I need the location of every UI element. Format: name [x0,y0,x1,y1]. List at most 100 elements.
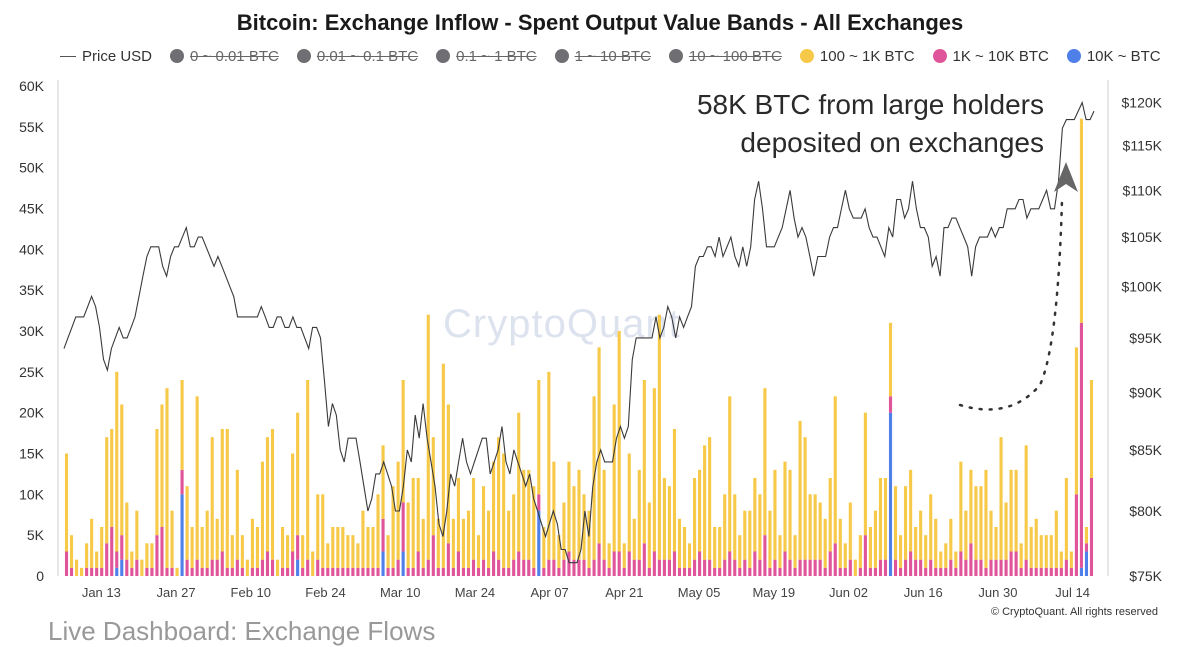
bar-1k-10k [421,567,425,576]
legend-item-5[interactable]: 10 ~ 100 BTC [668,48,782,65]
bar-1k-10k [919,559,923,576]
bar-1k-10k [1069,567,1073,576]
y-left-tick-label: 30K [19,323,45,339]
bar-100-1k [909,469,913,552]
bar-100-1k [888,322,893,397]
bar-1k-10k [416,551,420,576]
y-left-tick-label: 35K [19,282,45,298]
bar-1k-10k [356,567,360,576]
bar-100-1k [120,404,124,536]
bar-10k-plus [180,494,184,576]
bar-1k-10k [306,559,310,576]
bar-1k-10k [627,551,631,576]
bar-100-1k [1064,478,1068,560]
bar-1k-10k [768,567,772,576]
bar-1k-10k [969,543,973,576]
annotation-text: 58K BTC from large holders deposited on … [697,86,1044,162]
y-right-tick-label: $120K [1122,95,1163,111]
bar-1k-10k [939,567,943,576]
bar-1k-10k [858,567,862,576]
bar-100-1k [1089,380,1094,478]
bar-1k-10k [1019,567,1023,576]
y-axis-left: 0 5K 10K 15K 20K 25K 30K 35K 40K 45K 50K 55K 60K [19,78,59,584]
legend-item-8[interactable]: 10K ~ BTC [1066,48,1161,65]
bar-1k-10k [100,567,104,576]
bar-100-1k [165,388,169,568]
bar-100-1k [441,363,445,568]
legend-item-3[interactable]: 0.1 ~ 1 BTC [436,48,537,65]
y-left-tick-label: 25K [19,364,45,380]
bar-1k-10k [949,559,953,576]
bar-100-1k [858,535,862,568]
bar-1k-10k [808,559,812,576]
bar-1k-10k [265,551,270,576]
bar-1k-10k [331,567,335,576]
bar-100-1k [341,527,345,568]
bar-100-1k [934,518,938,568]
legend-item-0[interactable]: Price USD [60,48,152,65]
bar-100-1k [537,380,541,495]
bar-1k-10k [316,559,320,576]
bar-100-1k [713,527,717,568]
bar-10k-plus [120,559,124,576]
y-left-tick-label: 0 [36,568,44,584]
bar-1k-10k [1014,551,1018,576]
bar-10k-plus [401,551,405,576]
bar-100-1k [954,551,958,568]
bar-100-1k [69,535,74,568]
bar-1k-10k [225,567,229,576]
bar-100-1k [647,502,651,568]
bar-100-1k [833,396,837,544]
bar-100-1k [899,535,903,568]
legend-item-7[interactable]: 1K ~ 10K BTC [932,47,1049,65]
y-left-tick-label: 10K [19,486,45,502]
legend-item-1[interactable]: 0 ~ 0.01 BTC [170,48,279,65]
x-tick-label: Jun 30 [978,585,1017,600]
bar-1k-10k [451,567,455,576]
legend-item-2[interactable]: 0.01 ~ 0.1 BTC [296,48,418,65]
bar-1k-10k [1089,478,1094,576]
bar-1k-10k [803,559,807,576]
bar-1k-10k [366,567,370,576]
bar-100-1k [406,502,410,568]
bar-100-1k [64,453,69,552]
bar-100-1k [627,453,631,552]
bar-1k-10k [291,551,295,576]
bar-1k-10k [743,559,747,576]
bar-1k-10k [612,551,616,576]
bar-100-1k [80,567,84,576]
bar-100-1k [637,469,641,560]
bar-100-1k [296,412,300,536]
bar-1k-10k [361,567,365,576]
bar-100-1k [316,494,320,560]
bar-1k-10k [1039,567,1043,576]
bar-100-1k [813,494,817,560]
x-tick-label: May 05 [678,585,721,600]
bar-100-1k [617,331,621,552]
bar-1k-10k [1064,559,1068,576]
y-right-tick-label: $105K [1122,229,1163,245]
bar-1k-10k [607,567,611,576]
bar-1k-10k [848,559,852,576]
legend-label: 1K ~ 10K BTC [952,47,1049,65]
bar-100-1k [607,543,611,568]
bar-100-1k [818,502,822,560]
legend-dot-marker [170,49,185,63]
bar-1k-10k [979,559,983,576]
bar-1k-10k [838,567,842,576]
legend-item-6[interactable]: 100 ~ 1K BTC [799,48,915,65]
bar-1k-10k [160,527,164,576]
bar-1k-10k [396,559,400,576]
bar-100-1k [416,478,420,552]
x-tick-label: Jan 27 [157,585,196,600]
bar-1k-10k [105,543,109,576]
bar-100-1k [657,314,661,560]
x-tick-label: Apr 21 [605,585,643,600]
bar-1k-10k [195,559,199,576]
bar-100-1k [386,535,390,568]
y-left-tick-label: 50K [19,160,45,176]
bar-1k-10k [959,551,963,576]
legend-item-4[interactable]: 1 ~ 10 BTC [554,48,651,65]
bar-1k-10k [155,535,159,576]
bar-100-1k [1074,347,1078,495]
